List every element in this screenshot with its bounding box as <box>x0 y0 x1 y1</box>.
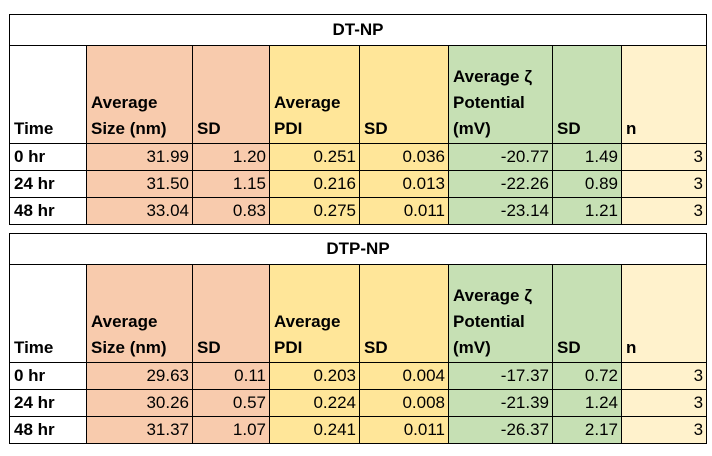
cell-average-pdi: 0.251 <box>269 143 360 171</box>
cell-pdi-sd: 0.011 <box>359 416 449 444</box>
cell-average-zeta: -21.39 <box>448 389 553 417</box>
cell-time: 48 hr <box>9 416 87 444</box>
header-pdi-sd: SD <box>359 264 449 363</box>
cell-average-zeta: -22.26 <box>448 170 553 198</box>
header-zeta-sd: SD <box>552 45 622 144</box>
table-row: 0 hr 31.99 1.20 0.251 0.036 -20.77 1.49 … <box>9 143 707 171</box>
cell-size-sd: 0.83 <box>192 197 270 225</box>
cell-pdi-sd: 0.008 <box>359 389 449 417</box>
table-title: DTP-NP <box>8 233 708 265</box>
header-zeta-sd: SD <box>552 264 622 363</box>
header-average-size: Average Size (nm) <box>86 45 193 144</box>
cell-average-zeta: -20.77 <box>448 143 553 171</box>
header-size-sd: SD <box>192 264 270 363</box>
cell-zeta-sd: 1.24 <box>552 389 622 417</box>
cell-zeta-sd: 0.72 <box>552 362 622 390</box>
header-time: Time <box>9 45 87 144</box>
cell-pdi-sd: 0.013 <box>359 170 449 198</box>
table-title-row: DT-NP <box>9 14 707 46</box>
cell-n: 3 <box>620 362 708 390</box>
cell-average-size: 31.99 <box>86 143 193 171</box>
header-n: n <box>621 45 707 144</box>
cell-average-pdi: 0.241 <box>269 416 360 444</box>
cell-zeta-sd: 2.17 <box>552 416 622 444</box>
cell-n: 3 <box>620 389 708 417</box>
cell-average-size: 29.63 <box>86 362 193 390</box>
cell-average-pdi: 0.203 <box>269 362 360 390</box>
cell-zeta-sd: 1.49 <box>552 143 622 171</box>
cell-time: 0 hr <box>9 362 87 390</box>
table-row: 48 hr 31.37 1.07 0.241 0.011 -26.37 2.17… <box>9 416 708 444</box>
cell-average-size: 31.50 <box>86 170 193 198</box>
cell-size-sd: 0.11 <box>192 362 270 390</box>
cell-size-sd: 1.20 <box>192 143 270 171</box>
table-title-row: DTP-NP <box>8 233 708 265</box>
cell-average-pdi: 0.216 <box>269 170 360 198</box>
cell-average-pdi: 0.275 <box>269 197 360 225</box>
cell-n: 3 <box>621 143 707 171</box>
cell-pdi-sd: 0.036 <box>359 143 449 171</box>
cell-zeta-sd: 1.21 <box>552 197 622 225</box>
table-row: 0 hr 29.63 0.11 0.203 0.004 -17.37 0.72 … <box>9 362 708 390</box>
header-average-size: Average Size (nm) <box>86 264 193 363</box>
cell-pdi-sd: 0.004 <box>359 362 449 390</box>
cell-zeta-sd: 0.89 <box>552 170 622 198</box>
cell-average-size: 31.37 <box>86 416 193 444</box>
dt-np-table: DT-NP Time Average Size (nm) SD Average … <box>9 14 707 225</box>
cell-n: 3 <box>621 170 707 198</box>
header-n: n <box>620 264 708 363</box>
header-average-zeta-potential: Average ζ Potential (mV) <box>448 264 553 363</box>
cell-time: 24 hr <box>9 170 87 198</box>
cell-time: 24 hr <box>9 389 87 417</box>
table-row: 24 hr 30.26 0.57 0.224 0.008 -21.39 1.24… <box>9 389 708 417</box>
table-title: DT-NP <box>9 14 707 46</box>
table-row: 48 hr 33.04 0.83 0.275 0.011 -23.14 1.21… <box>9 197 707 225</box>
cell-pdi-sd: 0.011 <box>359 197 449 225</box>
header-average-zeta-potential: Average ζ Potential (mV) <box>448 45 553 144</box>
cell-average-zeta: -23.14 <box>448 197 553 225</box>
header-time: Time <box>9 264 87 363</box>
header-average-pdi: Average PDI <box>269 45 360 144</box>
cell-average-size: 30.26 <box>86 389 193 417</box>
cell-n: 3 <box>621 197 707 225</box>
table-row: 24 hr 31.50 1.15 0.216 0.013 -22.26 0.89… <box>9 170 707 198</box>
cell-time: 48 hr <box>9 197 87 225</box>
cell-size-sd: 1.15 <box>192 170 270 198</box>
dtp-np-table: DTP-NP Time Average Size (nm) SD Average… <box>8 233 708 444</box>
cell-average-size: 33.04 <box>86 197 193 225</box>
header-row: Time Average Size (nm) SD Average PDI SD… <box>9 264 708 363</box>
cell-average-pdi: 0.224 <box>269 389 360 417</box>
cell-n: 3 <box>620 416 708 444</box>
header-pdi-sd: SD <box>359 45 449 144</box>
header-average-pdi: Average PDI <box>269 264 360 363</box>
header-row: Time Average Size (nm) SD Average PDI SD… <box>9 45 707 144</box>
cell-size-sd: 0.57 <box>192 389 270 417</box>
header-size-sd: SD <box>192 45 270 144</box>
cell-average-zeta: -26.37 <box>448 416 553 444</box>
cell-average-zeta: -17.37 <box>448 362 553 390</box>
cell-size-sd: 1.07 <box>192 416 270 444</box>
cell-time: 0 hr <box>9 143 87 171</box>
